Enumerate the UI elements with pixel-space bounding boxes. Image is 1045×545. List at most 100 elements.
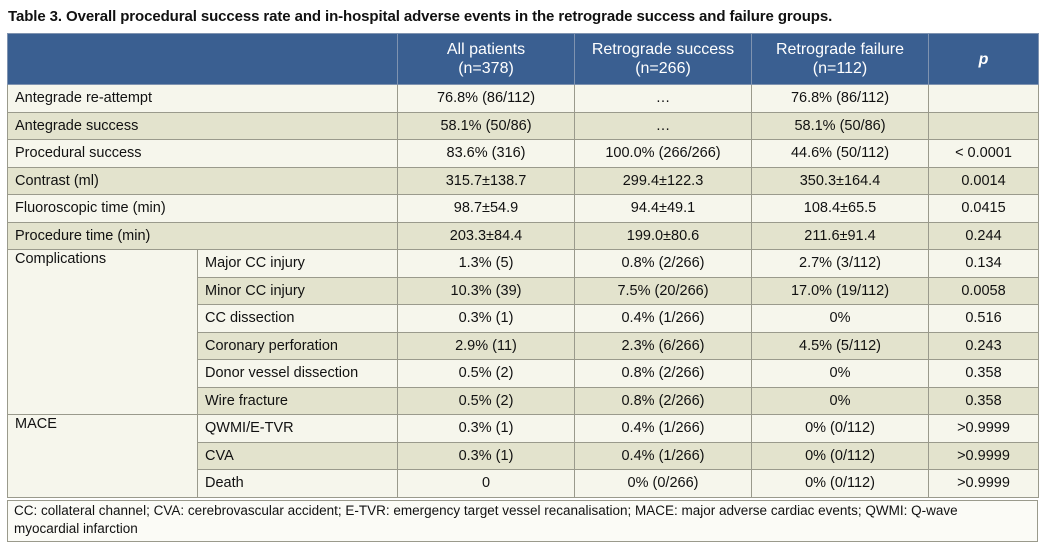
cell-all: 0.5% (2) [397, 359, 575, 388]
cell-p: >0.9999 [928, 441, 1039, 470]
header-row: All patients (n=378) Retrograde success (n… [7, 33, 1039, 85]
cell-success: … [574, 111, 752, 140]
table-row: Death 0 0% (0/266) 0% (0/112) >0.9999 [8, 469, 1039, 498]
sub-label: Minor CC injury [197, 276, 398, 305]
cell-success: … [574, 84, 752, 113]
cell-p: 0.0415 [928, 194, 1039, 223]
table-row: Donor vessel dissection 0.5% (2) 0.8% (2… [8, 359, 1039, 388]
cell-failure: 350.3±164.4 [751, 166, 929, 195]
cell-failure: 0% [751, 386, 929, 415]
results-table: All patients (n=378) Retrograde success (n… [7, 33, 1039, 498]
cell-p: 0.0014 [928, 166, 1039, 195]
cell-failure: 2.7% (3/112) [751, 249, 929, 278]
table-row: Contrast (ml) 315.7±138.7 299.4±122.3 35… [7, 166, 1039, 195]
cell-all: 0.3% (1) [397, 441, 575, 470]
header-all-patients: All patients (n=378) [397, 33, 575, 85]
cell-all: 10.3% (39) [397, 276, 575, 305]
cell-all: 0 [397, 469, 575, 498]
cell-p: 0.358 [928, 386, 1039, 415]
cell-all: 1.3% (5) [397, 249, 575, 278]
table-row: Wire fracture 0.5% (2) 0.8% (2/266) 0% 0… [8, 386, 1039, 415]
row-label: Contrast (ml) [7, 166, 398, 195]
sub-label: CVA [197, 441, 398, 470]
cell-failure: 108.4±65.5 [751, 194, 929, 223]
cell-failure: 4.5% (5/112) [751, 331, 929, 360]
header-retrograde-success: Retrograde success (n=266) [574, 33, 752, 85]
cell-failure: 0% (0/112) [751, 441, 929, 470]
cell-p: 0.134 [928, 249, 1039, 278]
cell-all: 0.3% (1) [397, 304, 575, 333]
table-row: Procedural success 83.6% (316) 100.0% (2… [7, 139, 1039, 168]
table-row: CC dissection 0.3% (1) 0.4% (1/266) 0% 0… [8, 304, 1039, 333]
cell-success: 0.4% (1/266) [574, 441, 752, 470]
table-row: Minor CC injury 10.3% (39) 7.5% (20/266)… [8, 276, 1039, 305]
cell-all: 98.7±54.9 [397, 194, 575, 223]
cell-all: 0.3% (1) [397, 414, 575, 443]
row-label: Procedure time (min) [7, 221, 398, 250]
cell-failure: 44.6% (50/112) [751, 139, 929, 168]
cell-p: < 0.0001 [928, 139, 1039, 168]
cell-failure: 0% [751, 304, 929, 333]
cell-all: 315.7±138.7 [397, 166, 575, 195]
cell-p [928, 111, 1039, 140]
table-row: MACE QWMI/E-TVR 0.3% (1) 0.4% (1/266) 0%… [7, 414, 1039, 498]
table-row: Fluoroscopic time (min) 98.7±54.9 94.4±4… [7, 194, 1039, 223]
cell-success: 0.4% (1/266) [574, 304, 752, 333]
header-p-value: p [928, 33, 1039, 85]
table-row: CVA 0.3% (1) 0.4% (1/266) 0% (0/112) >0.… [8, 441, 1039, 470]
cell-success: 299.4±122.3 [574, 166, 752, 195]
sub-label: CC dissection [197, 304, 398, 333]
cell-success: 100.0% (266/266) [574, 139, 752, 168]
table-footnote: CC: collateral channel; CVA: cerebrovasc… [7, 500, 1038, 542]
cell-success: 0% (0/266) [574, 469, 752, 498]
cell-all: 203.3±84.4 [397, 221, 575, 250]
group-label-complications: Complications [7, 249, 198, 415]
table-row: Antegrade success 58.1% (50/86) … 58.1% … [7, 111, 1039, 140]
cell-p: >0.9999 [928, 469, 1039, 498]
cell-p: 0.244 [928, 221, 1039, 250]
table-row: Complications Major CC injury 1.3% (5) 0… [7, 249, 1039, 415]
row-label: Fluoroscopic time (min) [7, 194, 398, 223]
cell-p: >0.9999 [928, 414, 1039, 443]
cell-failure: 0% [751, 359, 929, 388]
cell-all: 83.6% (316) [397, 139, 575, 168]
cell-success: 2.3% (6/266) [574, 331, 752, 360]
cell-success: 199.0±80.6 [574, 221, 752, 250]
table-caption: Table 3. Overall procedural success rate… [8, 8, 833, 25]
sub-label: Death [197, 469, 398, 498]
cell-all: 58.1% (50/86) [397, 111, 575, 140]
row-label: Procedural success [7, 139, 398, 168]
cell-failure: 17.0% (19/112) [751, 276, 929, 305]
sub-label: Donor vessel dissection [197, 359, 398, 388]
cell-all: 76.8% (86/112) [397, 84, 575, 113]
cell-failure: 76.8% (86/112) [751, 84, 929, 113]
sub-label: Wire fracture [197, 386, 398, 415]
header-retrograde-failure: Retrograde failure (n=112) [751, 33, 929, 85]
sub-label: Major CC injury [197, 249, 398, 278]
cell-p [928, 84, 1039, 113]
header-blank [7, 33, 398, 85]
cell-p: 0.358 [928, 359, 1039, 388]
cell-p: 0.516 [928, 304, 1039, 333]
cell-failure: 58.1% (50/86) [751, 111, 929, 140]
cell-success: 0.8% (2/266) [574, 249, 752, 278]
cell-failure: 211.6±91.4 [751, 221, 929, 250]
cell-failure: 0% (0/112) [751, 469, 929, 498]
row-label: Antegrade re-attempt [7, 84, 398, 113]
table-row: Procedure time (min) 203.3±84.4 199.0±80… [7, 221, 1039, 250]
cell-success: 0.4% (1/266) [574, 414, 752, 443]
sub-label: Coronary perforation [197, 331, 398, 360]
cell-p: 0.0058 [928, 276, 1039, 305]
table-row: Antegrade re-attempt 76.8% (86/112) … 76… [7, 84, 1039, 113]
row-label: Antegrade success [7, 111, 398, 140]
cell-success: 7.5% (20/266) [574, 276, 752, 305]
cell-failure: 0% (0/112) [751, 414, 929, 443]
footnote-line: myocardial infarction [14, 521, 138, 536]
cell-success: 0.8% (2/266) [574, 386, 752, 415]
footnote-line: CC: collateral channel; CVA: cerebrovasc… [14, 503, 958, 518]
cell-p: 0.243 [928, 331, 1039, 360]
cell-success: 94.4±49.1 [574, 194, 752, 223]
group-label-mace: MACE [7, 414, 198, 498]
cell-all: 0.5% (2) [397, 386, 575, 415]
cell-success: 0.8% (2/266) [574, 359, 752, 388]
